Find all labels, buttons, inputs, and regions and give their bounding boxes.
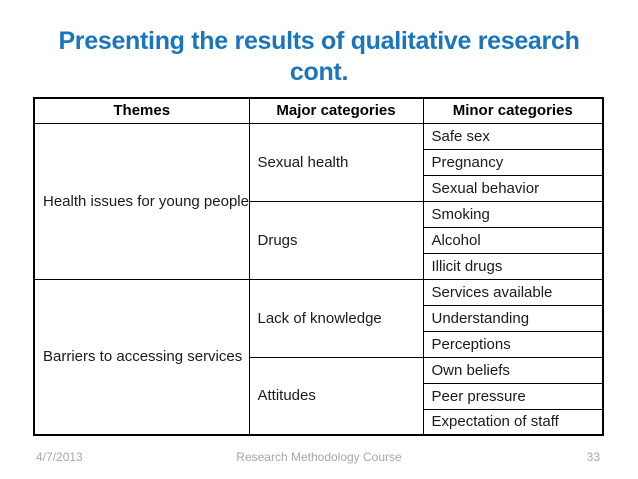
footer-date: 4/7/2013 xyxy=(36,450,83,464)
minor-cell-sexual-behavior: Sexual behavior xyxy=(422,174,604,202)
minor-cell-peer-pressure: Peer pressure xyxy=(422,382,604,410)
minor-cell-understanding: Understanding xyxy=(422,304,604,332)
major-cell-attitudes: Attitudes xyxy=(248,356,424,436)
table-header-row: Themes Major categories Minor categories xyxy=(33,97,604,124)
slide-footer: 4/7/2013 Research Methodology Course 33 xyxy=(0,450,638,468)
table-row: Pregnancy xyxy=(34,148,604,176)
minor-cell-services-available: Services available xyxy=(422,278,604,306)
footer-page-number: 33 xyxy=(586,450,600,464)
major-cell-sexual-health: Sexual health xyxy=(248,122,424,202)
table-row: Expectation of staff xyxy=(34,408,604,436)
table-row: Alcohol xyxy=(34,226,604,254)
theme-cell-health-issues: Health issues for young people xyxy=(33,122,250,280)
slide-title-line1: Presenting the results of qualitative re… xyxy=(58,27,580,55)
table-row: Health issues for young people Sexual he… xyxy=(33,122,604,280)
minor-cell-smoking: Smoking xyxy=(422,200,604,228)
slide-title: Presenting the results of qualitative re… xyxy=(0,26,638,88)
header-themes: Themes xyxy=(33,97,250,124)
minor-cell-safe-sex: Safe sex xyxy=(422,122,604,150)
minor-cell-alcohol: Alcohol xyxy=(422,226,604,254)
header-major-categories: Major categories xyxy=(248,97,424,124)
slide-title-line2: cont. xyxy=(289,58,349,86)
table-row: Peer pressure xyxy=(34,382,604,410)
table-row: Understanding xyxy=(34,304,604,332)
table-row: Sexual behavior xyxy=(34,174,604,202)
table-row: Perceptions xyxy=(34,330,604,358)
table-row: Illicit drugs xyxy=(34,252,604,280)
table-row: Attitudes Own beliefs xyxy=(34,356,604,436)
minor-cell-illicit-drugs: Illicit drugs xyxy=(422,252,604,280)
minor-cell-expectation-of-staff: Expectation of staff xyxy=(422,408,604,436)
theme-cell-barriers: Barriers to accessing services xyxy=(33,278,250,436)
table-row: Barriers to accessing services Lack of k… xyxy=(33,278,604,436)
minor-cell-pregnancy: Pregnancy xyxy=(422,148,604,176)
header-minor-categories: Minor categories xyxy=(422,97,604,124)
footer-course-name: Research Methodology Course xyxy=(236,450,402,464)
major-cell-lack-of-knowledge: Lack of knowledge xyxy=(248,278,424,358)
minor-cell-own-beliefs: Own beliefs xyxy=(422,356,604,384)
minor-cell-perceptions: Perceptions xyxy=(422,330,604,358)
themes-table: Themes Major categories Minor categories… xyxy=(33,97,604,436)
major-cell-drugs: Drugs xyxy=(248,200,424,280)
